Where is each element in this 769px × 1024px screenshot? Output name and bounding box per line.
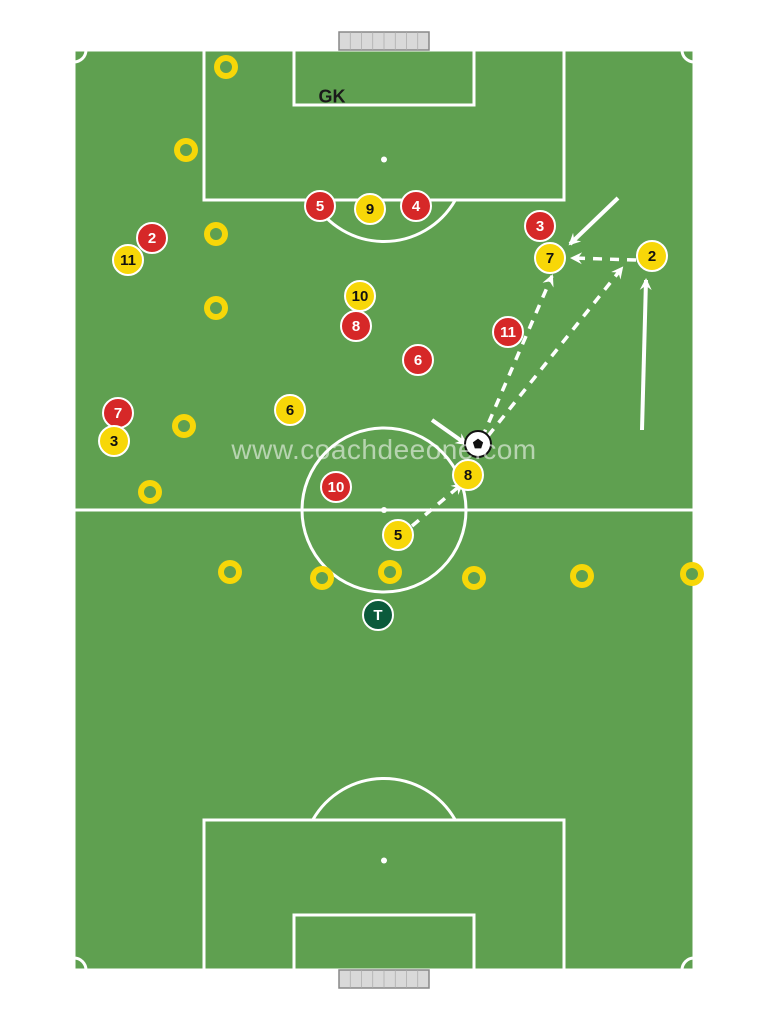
stage: 5432811671091172106385TGKwww.coachdeeone…: [0, 0, 769, 1024]
cone: [680, 562, 704, 586]
player-yellow-7: 7: [534, 242, 566, 274]
player-yellow-10: 10: [344, 280, 376, 312]
player-red-5: 5: [304, 190, 336, 222]
player-red-2: 2: [136, 222, 168, 254]
cone: [570, 564, 594, 588]
center-spot: [381, 507, 387, 513]
player-red-4: 4: [400, 190, 432, 222]
player-red-10: 10: [320, 471, 352, 503]
cone: [378, 560, 402, 584]
penalty-spot: [381, 157, 387, 163]
player-red-8: 8: [340, 310, 372, 342]
cone: [204, 296, 228, 320]
player-red-6: 6: [402, 344, 434, 376]
player-yellow-2: 2: [636, 240, 668, 272]
player-red-7: 7: [102, 397, 134, 429]
cone: [138, 480, 162, 504]
player-red-3: 3: [524, 210, 556, 242]
target-player: T: [362, 599, 394, 631]
player-yellow-11: 11: [112, 244, 144, 276]
player-yellow-3: 3: [98, 425, 130, 457]
penalty-spot: [381, 858, 387, 864]
player-yellow-9: 9: [354, 193, 386, 225]
cone: [172, 414, 196, 438]
gk-label: GK: [319, 87, 346, 108]
player-red-11: 11: [492, 316, 524, 348]
cone: [218, 560, 242, 584]
cone: [174, 138, 198, 162]
cone: [214, 55, 238, 79]
pitch: [0, 0, 769, 1024]
player-yellow-5: 5: [382, 519, 414, 551]
cone: [310, 566, 334, 590]
player-yellow-6: 6: [274, 394, 306, 426]
watermark: www.coachdeeone.com: [231, 434, 536, 466]
cone: [462, 566, 486, 590]
cone: [204, 222, 228, 246]
